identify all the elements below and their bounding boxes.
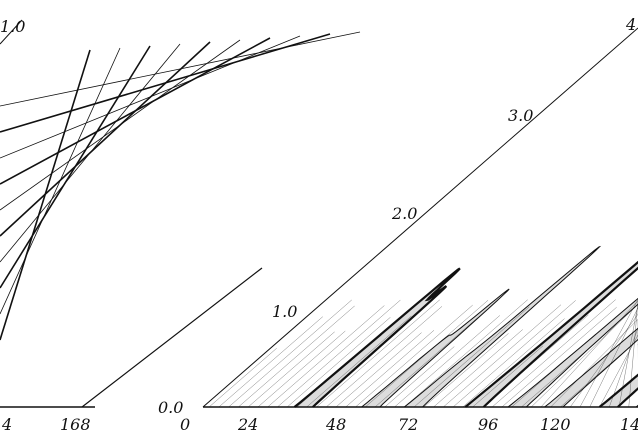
x-tick-label: 48 (325, 415, 346, 434)
hatch-line (531, 304, 638, 408)
z-tick-layer: 0.0 1.0 2.0 3.0 4 1.0 (0, 15, 636, 417)
back-trace-line (0, 33, 331, 133)
hatch-line (472, 345, 544, 408)
hatch-line (394, 315, 501, 408)
hatch-line (462, 318, 565, 408)
hatch-line (501, 307, 617, 408)
hatch-line (345, 330, 435, 408)
back-trace-line (0, 31, 361, 107)
hatch-line (589, 307, 638, 408)
trace-fill (508, 298, 638, 407)
x-tick-label: 120 (540, 415, 571, 434)
hatch-line (335, 332, 422, 408)
z-tick-label: 4 (625, 15, 636, 34)
vertical-axis (202, 27, 638, 408)
hatch-line (491, 299, 616, 408)
trace-line (361, 288, 510, 408)
hatch-line (599, 334, 638, 408)
hatch-line (277, 299, 401, 408)
x-tick-label: 72 (398, 415, 418, 434)
hatch-line (384, 346, 455, 408)
hatch-line (355, 304, 473, 408)
hatch-line (267, 305, 385, 408)
vertical-axis-back (0, 19, 23, 45)
hatch-line (247, 331, 335, 408)
z-tick-label: 1.0 (272, 302, 297, 321)
hatch-line (228, 299, 352, 408)
hatch-line (618, 303, 638, 408)
hatch-line (452, 300, 576, 408)
x-tick-layer: 4 168 0 24 48 72 96 120 14 (1, 415, 638, 434)
hatch-line (628, 300, 638, 408)
back-trace-line (81, 267, 263, 408)
x-tick-label: 4 (1, 415, 12, 434)
hatch-line (316, 299, 440, 408)
z-tick-label: 2.0 (391, 204, 417, 223)
hatch-line (218, 316, 323, 408)
hatch-line (433, 329, 523, 408)
trace-line (293, 267, 461, 408)
axes-layer (0, 19, 638, 408)
back-trace-line (0, 39, 241, 211)
back-trace-line (0, 41, 211, 237)
z-tick-label-back: 1.0 (0, 17, 25, 36)
x-tick-label: 96 (478, 415, 498, 434)
x-tick-label: 0 (180, 415, 190, 434)
trace-fill (465, 262, 638, 407)
hatch-line (287, 317, 391, 408)
trace-line (507, 297, 638, 408)
trace-line (464, 260, 638, 408)
hatch-line (423, 333, 509, 408)
z-tick-label: 3.0 (508, 106, 533, 125)
back-trace-line (0, 37, 271, 185)
x-tick-label: 14 (620, 415, 638, 434)
hatch-line (326, 306, 443, 408)
hatch-line (257, 330, 346, 408)
trace-line-layer (0, 31, 638, 408)
hatch-line (443, 304, 562, 408)
z-tick-label: 0.0 (158, 398, 183, 417)
hatch-line (570, 314, 638, 408)
hatch-line (238, 305, 355, 408)
back-trace-line (0, 35, 301, 159)
hatch-line (374, 317, 478, 408)
hatch-line (208, 348, 277, 408)
x-tick-label: 24 (237, 415, 258, 434)
hatch-line (413, 306, 530, 408)
hatch-line (404, 299, 528, 408)
hatch-line (306, 315, 412, 408)
trace-fill (361, 289, 510, 407)
trace-line (403, 245, 602, 408)
x-tick-label: 168 (60, 415, 91, 434)
